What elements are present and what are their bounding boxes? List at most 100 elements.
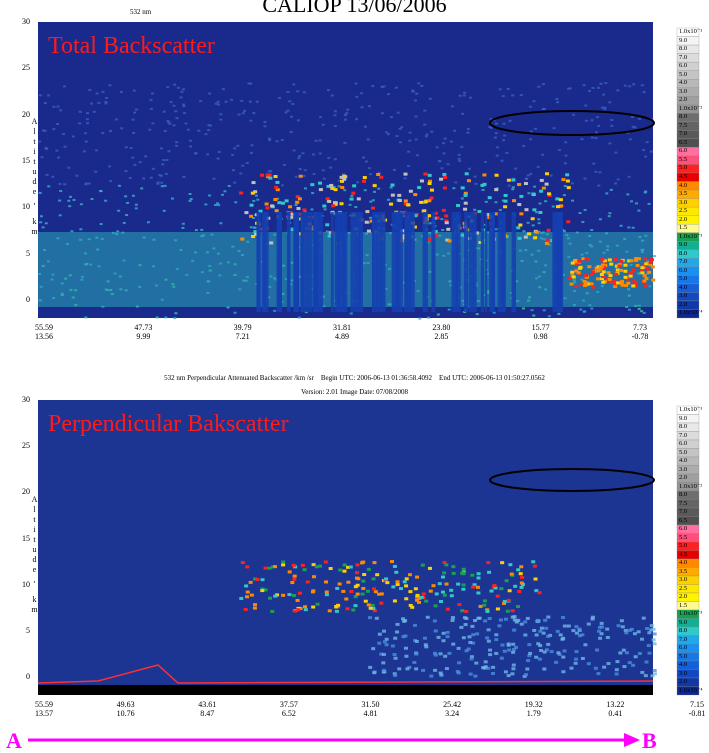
aerosol: [609, 262, 614, 266]
speckle: [650, 118, 654, 121]
aerosol: [598, 636, 603, 640]
speckle: [638, 117, 642, 120]
speckle: [635, 202, 639, 205]
aerosol: [412, 623, 417, 627]
aerosol: [631, 663, 636, 667]
speckle: [415, 92, 419, 95]
speckle: [382, 85, 386, 88]
speckle: [537, 222, 541, 225]
speckle: [325, 230, 329, 233]
colorbar-label: 9.0: [679, 36, 688, 44]
cloud: [266, 175, 271, 179]
aerosol: [624, 284, 629, 288]
cloud: [305, 580, 310, 584]
streak: [294, 212, 299, 312]
speckle: [637, 307, 641, 310]
streak: [422, 212, 428, 312]
aerosol: [619, 259, 624, 263]
cloud: [291, 563, 296, 567]
speckle: [124, 146, 128, 149]
curtain-background: [38, 400, 653, 695]
speckle: [552, 127, 556, 130]
cloud: [464, 172, 469, 176]
speckle: [632, 83, 636, 86]
cloud: [292, 577, 297, 581]
cloud: [478, 604, 483, 608]
speckle: [122, 221, 126, 224]
cloud: [258, 209, 263, 213]
speckle: [124, 195, 128, 198]
cloud: [433, 211, 438, 215]
speckle: [255, 100, 259, 103]
streak: [404, 212, 407, 312]
cloud: [265, 206, 270, 210]
streak: [468, 212, 474, 312]
cloud: [355, 563, 360, 567]
speckle: [538, 202, 542, 205]
aerosol: [510, 615, 515, 619]
aerosol: [488, 648, 493, 652]
speckle: [408, 131, 412, 134]
cloud: [513, 584, 518, 588]
cloud: [408, 603, 413, 607]
speckle: [500, 159, 504, 162]
speckle: [484, 200, 488, 203]
aerosol: [614, 672, 619, 676]
colorbar-label: 5.0: [679, 275, 688, 283]
cloud: [248, 580, 253, 584]
cloud: [463, 201, 468, 205]
speckle: [463, 311, 467, 314]
cloud: [327, 199, 332, 203]
aerosol: [523, 633, 528, 637]
cloud: [502, 601, 507, 605]
speckle: [355, 95, 359, 98]
speckle: [124, 170, 128, 173]
cloud: [244, 211, 249, 215]
aerosol: [557, 652, 562, 656]
speckle: [199, 100, 203, 103]
speckle: [460, 145, 464, 148]
speckle: [231, 169, 235, 172]
cloud: [379, 592, 384, 596]
aerosol: [469, 657, 474, 661]
speckle: [426, 316, 430, 319]
x-tick-label: 37.57: [279, 700, 298, 709]
speckle: [537, 218, 541, 221]
surface-line: [37, 664, 654, 684]
speckle: [303, 169, 307, 172]
speckle: [506, 87, 510, 90]
aerosol: [368, 665, 373, 669]
speckle: [418, 317, 422, 320]
colorbar-label: 3.5: [679, 567, 688, 575]
aerosol: [538, 629, 543, 633]
aerosol: [456, 646, 461, 650]
aerosol: [633, 281, 638, 285]
speckle: [349, 312, 353, 315]
cloud: [300, 563, 305, 567]
aerosol: [624, 651, 629, 655]
speckle: [41, 129, 45, 132]
cloud: [369, 219, 374, 223]
speckle: [644, 155, 648, 158]
cloud: [442, 560, 447, 564]
colorbar-label: 4.0: [679, 283, 688, 291]
aerosol: [488, 653, 493, 657]
cloud: [519, 212, 524, 216]
speckle: [267, 137, 271, 140]
cloud: [245, 595, 250, 599]
aerosol: [469, 655, 474, 659]
x-tick-label: 1.79: [526, 709, 541, 718]
speckle: [208, 194, 212, 197]
aerosol: [556, 651, 561, 655]
aerosol: [633, 284, 638, 288]
aerosol: [511, 667, 516, 671]
cloud: [371, 607, 376, 611]
cloud: [274, 209, 279, 213]
x-tick-label: 7.73: [633, 323, 647, 332]
cloud: [428, 179, 433, 183]
aerosol: [546, 642, 551, 646]
aerosol: [519, 622, 524, 626]
speckle: [58, 199, 62, 202]
speckle: [182, 103, 186, 106]
aerosol: [525, 667, 530, 671]
